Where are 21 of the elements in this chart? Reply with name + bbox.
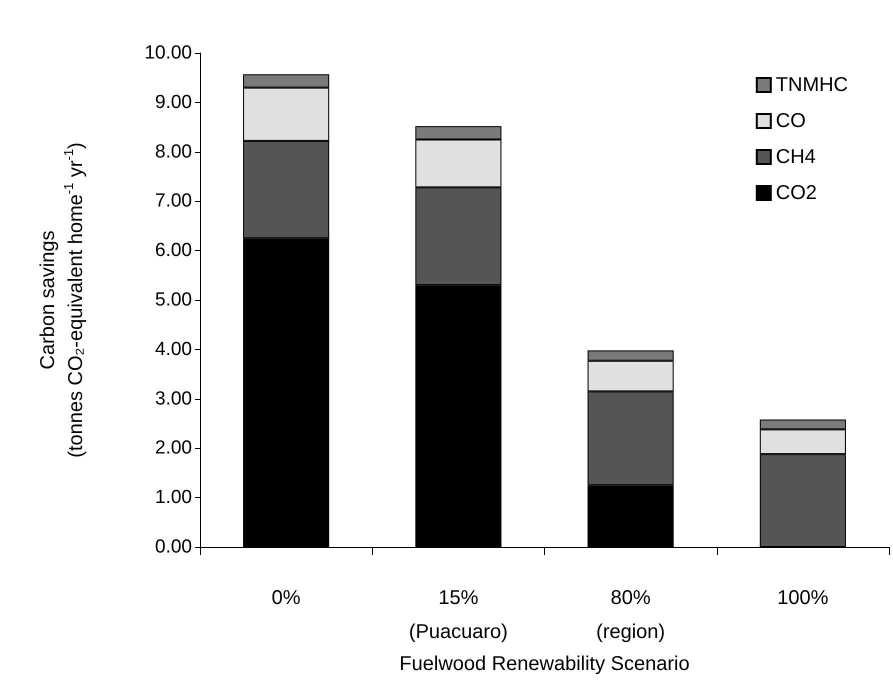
- legend-label: CH4: [776, 146, 816, 168]
- y-tick-label: 8.00: [155, 141, 192, 162]
- y-tick-label: 9.00: [155, 92, 192, 113]
- legend-label: CO: [776, 110, 806, 132]
- y-tick-label: 4.00: [155, 338, 192, 360]
- y-tick-label: 1.00: [155, 487, 192, 508]
- y-tick-label: 10.00: [144, 42, 192, 64]
- x-tick-label: 100%: [777, 587, 829, 609]
- legend-label: TNMHC: [776, 74, 848, 96]
- y-tick-label: 3.00: [155, 388, 192, 410]
- y-tick-label: 0.00: [155, 536, 192, 558]
- x-tick-label: 80% (region): [596, 587, 666, 643]
- y-tick-label: 7.00: [155, 190, 192, 212]
- x-axis-title: Fuelwood Renewability Scenario: [399, 652, 690, 675]
- y-tick-label: 6.00: [155, 240, 192, 262]
- y-tick-label: 5.00: [155, 290, 192, 310]
- y-tick-label: 2.00: [155, 438, 192, 459]
- y-axis-title: Carbon savings (tonnes CO₂-equivalent home-1 yr-1): [37, 142, 87, 458]
- legend-label: CO2: [776, 182, 817, 204]
- x-tick-label: 15% (Puacuaro): [408, 587, 508, 643]
- x-tick-label: 0%: [272, 587, 301, 609]
